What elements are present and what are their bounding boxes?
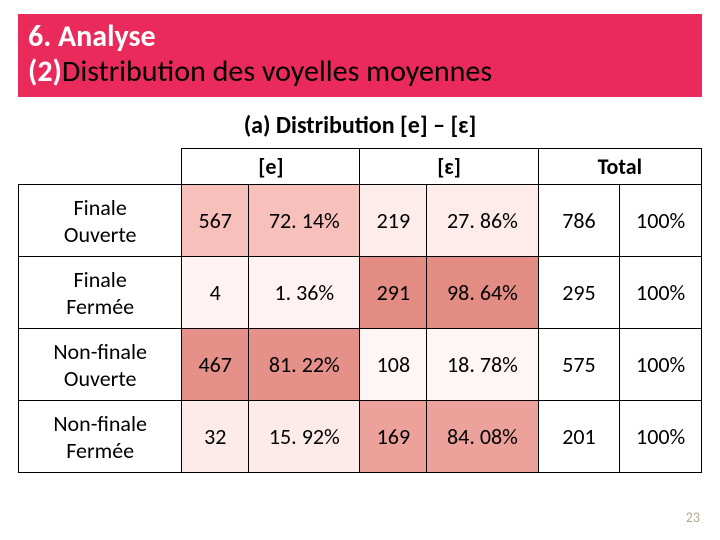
page-number: 23 (686, 509, 700, 526)
cell-tot-p: 100% (620, 329, 702, 401)
subtitle: (a) Distribution [e] – [ɛ] (18, 111, 702, 140)
cell-eps-p: 18. 78% (427, 329, 538, 401)
cell-tot-n: 786 (538, 185, 620, 257)
corner-cell (19, 149, 182, 185)
cell-e-p: 1. 36% (249, 257, 360, 329)
slide: 6. Analyse (2)Distribution des voyelles … (0, 0, 720, 540)
cell-tot-p: 100% (620, 257, 702, 329)
colhead-eps: [ɛ] (360, 149, 538, 185)
cell-eps-p: 98. 64% (427, 257, 538, 329)
title-bar: 6. Analyse (2)Distribution des voyelles … (18, 14, 702, 97)
cell-eps-n: 219 (360, 185, 427, 257)
cell-eps-p: 27. 86% (427, 185, 538, 257)
title-line1: 6. Analyse (28, 20, 692, 55)
cell-tot-n: 201 (538, 401, 620, 473)
row-label: FinaleFermée (19, 257, 182, 329)
cell-tot-p: 100% (620, 401, 702, 473)
cell-eps-n: 108 (360, 329, 427, 401)
cell-e-n: 4 (182, 257, 249, 329)
cell-eps-n: 291 (360, 257, 427, 329)
cell-e-n: 32 (182, 401, 249, 473)
table-row: FinaleFermée 4 1. 36% 291 98. 64% 295 10… (19, 257, 702, 329)
colhead-e: [e] (182, 149, 360, 185)
cell-e-p: 81. 22% (249, 329, 360, 401)
row-label: Non-finaleFermée (19, 401, 182, 473)
table-row: FinaleOuverte 567 72. 14% 219 27. 86% 78… (19, 185, 702, 257)
row-label: Non-finaleOuverte (19, 329, 182, 401)
table-row: Non-finaleOuverte 467 81. 22% 108 18. 78… (19, 329, 702, 401)
table-row: Non-finaleFermée 32 15. 92% 169 84. 08% … (19, 401, 702, 473)
cell-tot-p: 100% (620, 185, 702, 257)
cell-tot-n: 575 (538, 329, 620, 401)
title-prefix: (2) (28, 53, 62, 90)
cell-e-p: 15. 92% (249, 401, 360, 473)
distribution-table: [e] [ɛ] Total FinaleOuverte 567 72. 14% … (18, 148, 702, 473)
cell-eps-n: 169 (360, 401, 427, 473)
cell-tot-n: 295 (538, 257, 620, 329)
cell-e-n: 467 (182, 329, 249, 401)
title-line2: (2)Distribution des voyelles moyennes (28, 55, 692, 90)
cell-e-n: 567 (182, 185, 249, 257)
cell-e-p: 72. 14% (249, 185, 360, 257)
row-label: FinaleOuverte (19, 185, 182, 257)
title-rest: Distribution des voyelles moyennes (62, 53, 492, 90)
cell-eps-p: 84. 08% (427, 401, 538, 473)
header-row: [e] [ɛ] Total (19, 149, 702, 185)
colhead-total: Total (538, 149, 701, 185)
